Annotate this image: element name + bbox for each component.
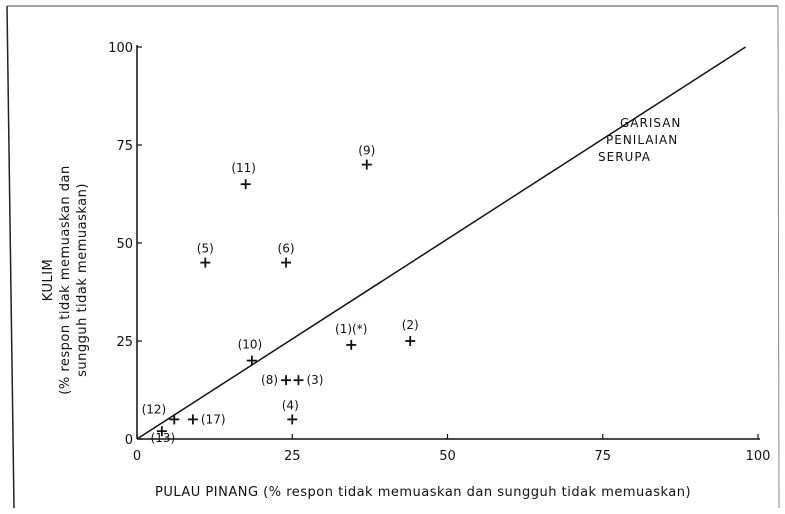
x-tick-label: 100 (746, 449, 771, 464)
point-label: (17) (201, 412, 226, 426)
x-tick-label: 0 (133, 449, 141, 464)
data-point: (8) (261, 373, 292, 387)
data-point: (17) (187, 412, 226, 426)
point-label: (10) (238, 338, 263, 352)
y-axis-title: KULIM (% respon tidak memuaskan dan sung… (41, 165, 90, 394)
point-label: (5) (197, 242, 214, 256)
point-label: (13) (151, 431, 176, 445)
data-point: (9) (358, 144, 375, 170)
y-axis-title-line-2: (% respon tidak memuaskan dan (58, 165, 73, 394)
y-axis-title-line-1: KULIM (41, 259, 56, 301)
point-label: (1)(*) (335, 322, 367, 336)
data-point: (4) (282, 398, 299, 425)
x-axis-title: PULAU PINANG (% respon tidak memuaskan d… (155, 485, 691, 500)
y-tick-label: 25 (116, 335, 133, 350)
y-tick-label: 100 (108, 41, 133, 56)
data-point: (10) (238, 338, 263, 366)
data-point: (3) (293, 373, 323, 387)
point-label: (11) (231, 161, 256, 175)
y-ticks: 0 25 50 75 100 (108, 41, 142, 448)
point-label: (6) (278, 242, 295, 256)
y-tick-label: 75 (116, 139, 133, 154)
x-tick-label: 25 (284, 449, 301, 464)
y-axis-title-line-3: sungguh tidak memuaskan) (75, 183, 90, 377)
point-label: (2) (402, 318, 419, 332)
x-tick-label: 50 (439, 449, 456, 464)
reference-label-line-1: GARISAN (620, 116, 681, 130)
point-label: (8) (261, 373, 278, 387)
y-tick-label: 50 (116, 237, 133, 252)
data-points: (1)(*) (2) (3) (4) (5) (6) (8) (9) (10) (11) (12) (… (142, 144, 419, 446)
point-label: (3) (306, 373, 323, 387)
x-ticks: 0 25 50 75 100 (133, 434, 771, 464)
reference-label-line-2: PENILAIAN (606, 133, 678, 147)
x-tick-label: 75 (594, 449, 611, 464)
data-point: (11) (231, 161, 256, 190)
point-label: (9) (358, 144, 375, 158)
data-point: (6) (278, 242, 295, 268)
data-point: (1)(*) (335, 322, 367, 350)
page-border-left (6, 5, 15, 509)
data-point: (12) (142, 402, 180, 425)
reference-line (136, 46, 746, 440)
point-label: (4) (282, 398, 299, 412)
data-point: (2) (402, 318, 419, 346)
y-tick-label: 0 (125, 433, 133, 448)
data-point: (13) (151, 426, 176, 445)
page-border-right (777, 5, 780, 509)
point-label: (12) (142, 402, 167, 416)
reference-label-line-3: SERUPA (598, 150, 651, 164)
data-point: (5) (197, 242, 214, 268)
